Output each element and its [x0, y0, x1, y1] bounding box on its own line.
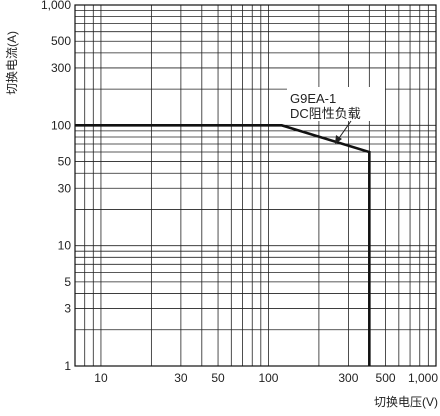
- annotation-arrowhead: [335, 135, 342, 144]
- y-axis-label: 切换电流(A): [5, 31, 19, 95]
- x-tick-label: 100: [258, 371, 278, 385]
- y-tick-label: 300: [51, 61, 71, 75]
- x-tick-label: 10: [94, 371, 108, 385]
- grid: [74, 4, 437, 367]
- x-tick-label: 500: [376, 371, 396, 385]
- x-axis-label: 切换电压(V): [374, 395, 438, 409]
- x-tick-label: 1,000: [408, 371, 438, 385]
- annotation-line-1: G9EA-1: [290, 91, 336, 106]
- plot-frame: [74, 4, 437, 367]
- y-tick-label: 500: [51, 34, 71, 48]
- x-tick-label: 50: [211, 371, 225, 385]
- y-tick-label: 30: [58, 181, 72, 195]
- y-tick-label: 5: [64, 275, 71, 289]
- annotation: G9EA-1 DC阻性负载: [287, 87, 385, 144]
- series-line: [75, 124, 371, 366]
- series-layer: [75, 124, 371, 366]
- x-tick-label: 300: [338, 371, 358, 385]
- annotation-line-2: DC阻性负载: [290, 106, 361, 121]
- y-tick-label: 50: [58, 155, 72, 169]
- y-tick-label: 1: [64, 359, 71, 373]
- y-tick-label: 100: [51, 118, 71, 132]
- annotation-background: [287, 87, 385, 121]
- y-tick-label: 3: [64, 302, 71, 316]
- tick-labels: 10 30 50 100 300 500 1,000 1 3 5 10 30 50 100 300 500 1,…: [41, 0, 438, 385]
- y-tick-label: 10: [58, 239, 72, 253]
- x-tick-label: 30: [174, 371, 188, 385]
- y-tick-label: 1,000: [41, 0, 71, 12]
